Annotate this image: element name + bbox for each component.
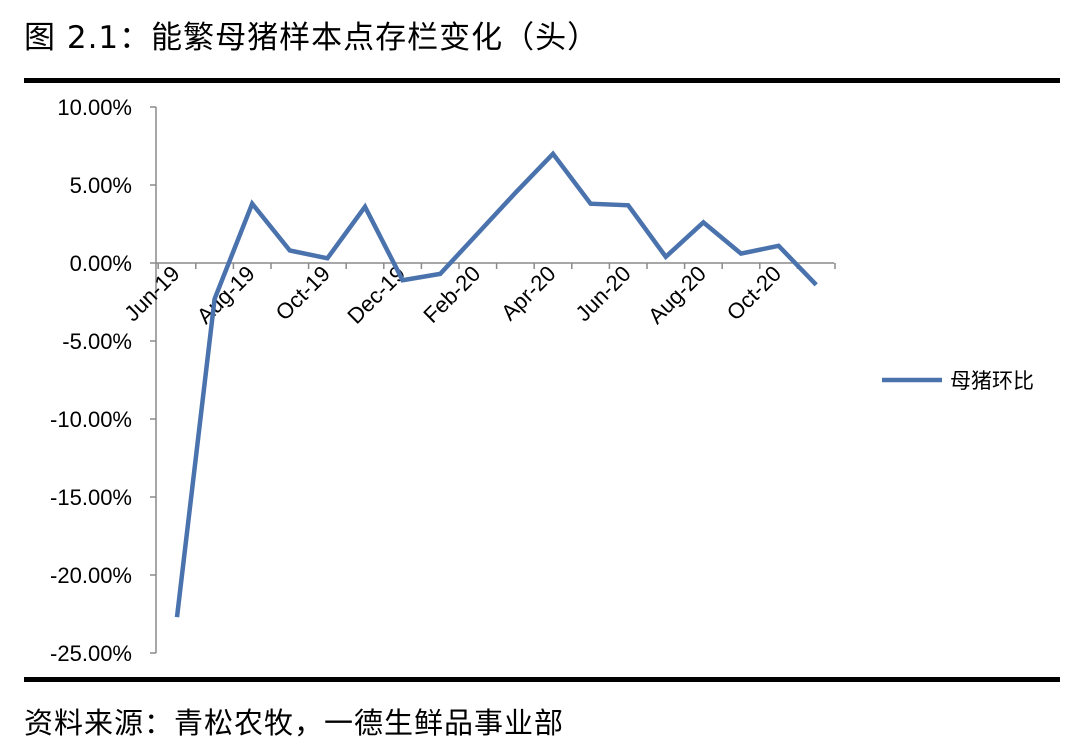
x-tick-label: Aug-20 [643, 261, 711, 329]
bottom-rule [24, 677, 1060, 682]
legend-label: 母猪环比 [950, 369, 1034, 393]
x-tick-label: Oct-19 [271, 261, 335, 325]
y-tick-label: 10.00% [57, 95, 132, 120]
series-line [174, 150, 818, 618]
y-tick-label: -5.00% [62, 329, 132, 354]
x-tick-label: Jun-20 [570, 261, 635, 326]
top-rule [24, 78, 1060, 83]
figure-title: 图 2.1：能繁母猪样本点存栏变化（头） [24, 20, 600, 56]
y-tick-label: -10.00% [50, 407, 132, 432]
x-tick-label: Oct-20 [722, 261, 786, 325]
source-note: 资料来源：青松农牧，一德生鲜品事业部 [24, 706, 565, 740]
x-tick-label: Apr-20 [496, 261, 560, 325]
y-tick-label: -15.00% [50, 485, 132, 510]
y-tick-label: -20.00% [50, 563, 132, 588]
line-chart: 10.00% 5.00% 0.00% -5.00% -10.00% -15.00% -20.… [50, 95, 1034, 666]
y-tick-label: 0.00% [70, 251, 132, 276]
y-tick-label: -25.00% [50, 641, 132, 666]
x-tick-label: Feb-20 [418, 261, 485, 328]
y-tick-label: 5.00% [70, 173, 132, 198]
